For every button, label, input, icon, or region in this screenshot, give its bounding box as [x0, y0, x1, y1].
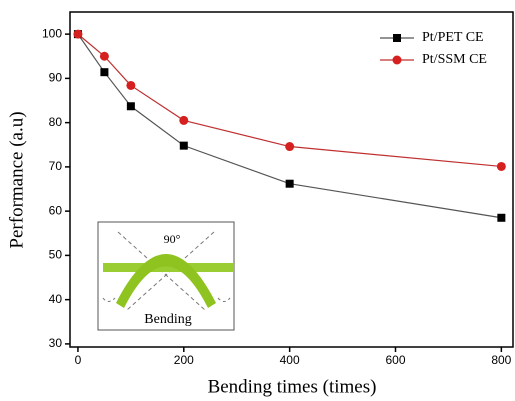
- marker: [285, 179, 294, 188]
- marker: [126, 102, 135, 111]
- y-axis-label: Performance (a.u): [6, 111, 27, 248]
- x-tick-label: 200: [174, 353, 194, 367]
- x-axis-label: Bending times (times): [208, 376, 377, 397]
- marker: [179, 141, 188, 150]
- inset: 90° Bending: [97, 221, 235, 331]
- y-tick-label: 60: [49, 203, 63, 217]
- y-tick-label: 90: [49, 71, 63, 85]
- x-tick-label: 600: [385, 353, 405, 367]
- inset-frame: [97, 221, 235, 331]
- marker: [179, 115, 189, 125]
- legend-label: Pt/SSM CE: [422, 52, 487, 67]
- y-tick-label: 100: [42, 26, 62, 40]
- legend-marker: [393, 34, 401, 42]
- marker: [285, 142, 295, 152]
- y-tick-label: 50: [49, 248, 63, 262]
- series-line: [77, 33, 502, 168]
- x-tick-label: 800: [491, 353, 511, 367]
- inset-caption: Bending: [144, 312, 191, 327]
- inset-bent-strip: [116, 254, 216, 308]
- inset-arc: [102, 297, 231, 302]
- marker: [100, 68, 109, 77]
- inset-flat-strip: [103, 263, 233, 272]
- x-tick-label: 0: [75, 353, 82, 367]
- inset-angle: 90°: [164, 232, 181, 246]
- marker: [497, 213, 506, 222]
- plot-frame: [69, 11, 514, 348]
- marker: [73, 29, 83, 39]
- legend-label: Pt/PET CE: [422, 30, 484, 45]
- y-tick-label: 40: [49, 292, 63, 306]
- y-tick-label: 30: [49, 336, 63, 350]
- y-tick-label: 80: [49, 115, 63, 129]
- y-tick-label: 70: [49, 159, 63, 173]
- series-line: [77, 33, 502, 219]
- marker: [126, 80, 136, 90]
- x-tick-label: 400: [280, 353, 300, 367]
- marker: [496, 161, 506, 171]
- legend-marker: [392, 55, 402, 65]
- marker: [99, 51, 109, 61]
